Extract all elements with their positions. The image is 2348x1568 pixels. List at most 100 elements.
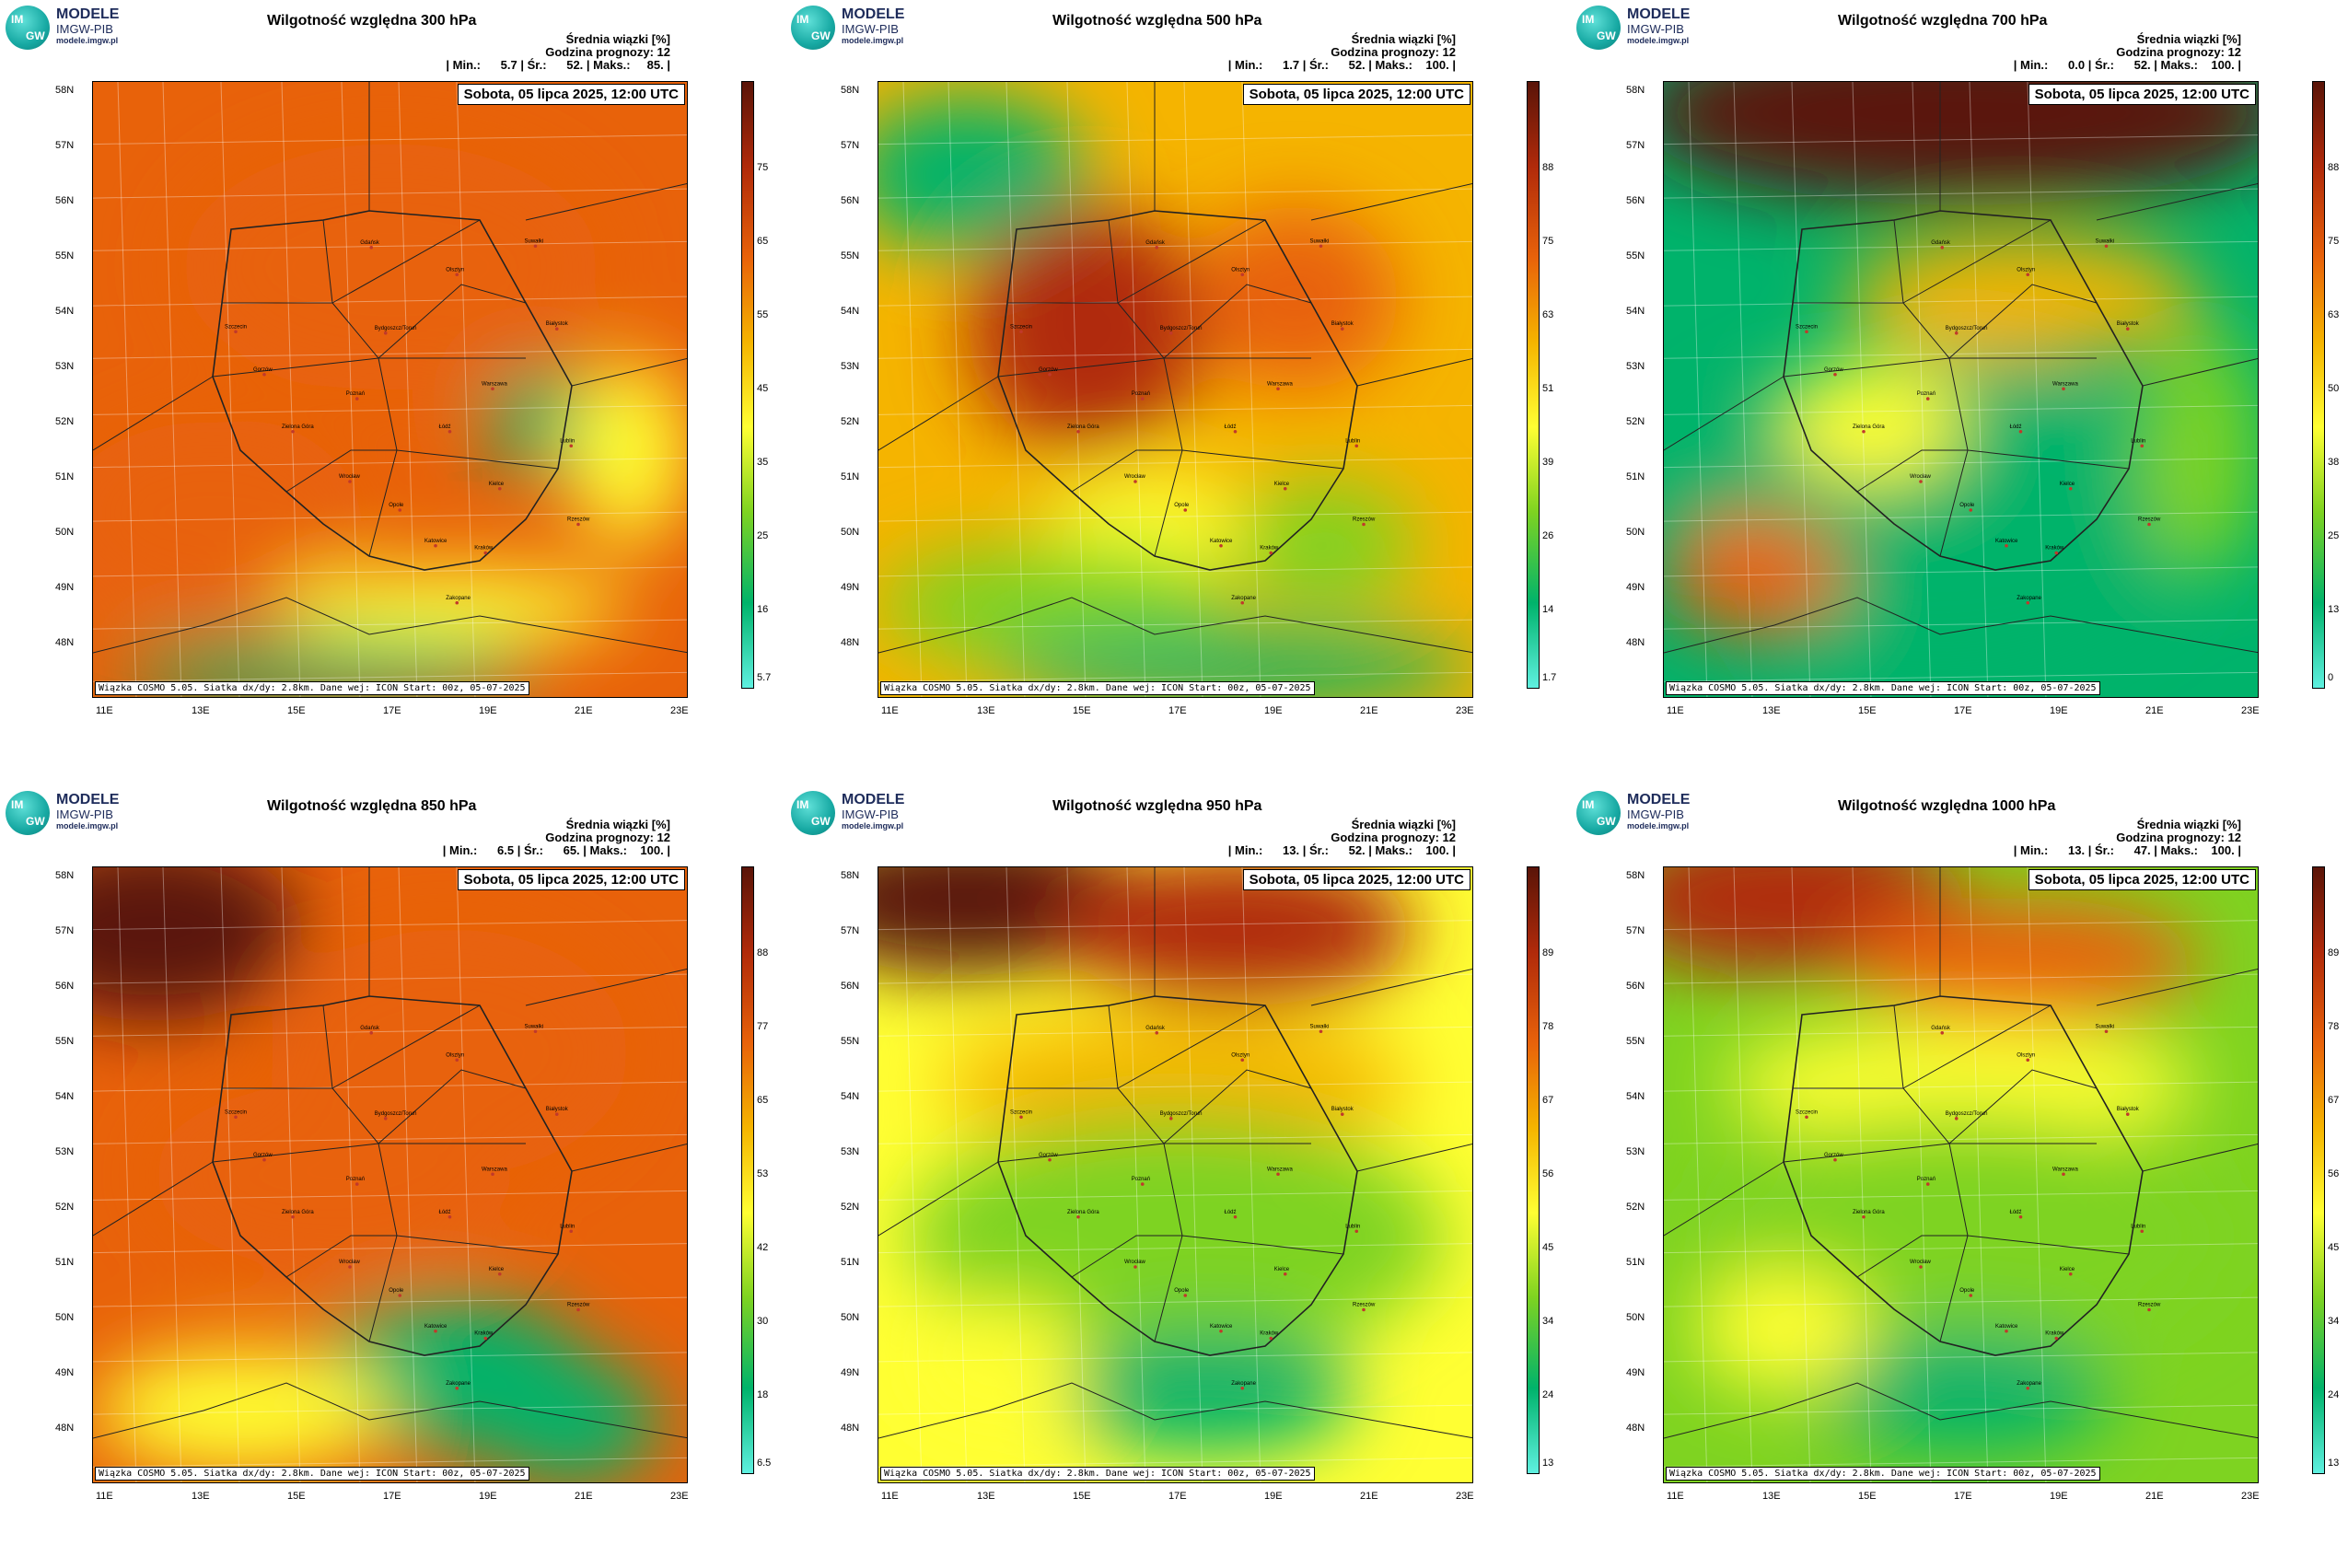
graticule-line	[93, 404, 687, 415]
longitude-label: 23E	[670, 1491, 689, 1502]
model-info: Wiązka COSMO 5.05. Siatka dx/dy: 2.8km. …	[880, 1467, 1315, 1481]
imgw-logo: IM GW MODELE IMGW-PIB modele.imgw.pl	[6, 6, 144, 52]
poland-border	[997, 995, 1358, 1356]
panel-title: Wilgotność względna 700 hPa	[1838, 13, 2048, 29]
city-marker	[2018, 1214, 2023, 1219]
city-marker	[1168, 331, 1173, 335]
city-label: Białystok	[1331, 1107, 1354, 1112]
graticule-line	[456, 867, 476, 1482]
forecast-date: Sobota, 05 lipca 2025, 12:00 UTC	[457, 84, 685, 105]
neighbour-borders	[93, 82, 687, 654]
map-area: Gdańsk Olsztyn Suwałki Szczecin Bydgoszcz/To…	[878, 866, 1473, 1483]
city-marker	[1240, 1058, 1245, 1063]
city-marker	[533, 244, 538, 249]
city-marker	[1076, 429, 1080, 434]
latitude-label: 53N	[55, 361, 75, 372]
logo-globe-icon: IM GW	[6, 791, 50, 835]
graticule-line	[2027, 867, 2047, 1482]
colorbar-tick: 75	[2328, 236, 2340, 247]
city-label: Zakopane	[1231, 596, 1256, 601]
city-marker	[1155, 1031, 1159, 1035]
city-marker	[2104, 244, 2109, 249]
longitude-label: 21E	[575, 705, 593, 716]
colorbar-tick: 1.7	[1542, 672, 1557, 683]
city-label: Wrocław	[339, 474, 361, 480]
rh-field: Gdańsk Olsztyn Suwałki Szczecin Bydgoszcz/To…	[1664, 867, 2258, 1482]
graticule-line	[398, 82, 418, 697]
colorbar	[2312, 866, 2325, 1474]
city-label: Zakopane	[2017, 1381, 2041, 1387]
city-label: Zielona Góra	[282, 1210, 314, 1215]
colorbar-tick: 26	[1542, 530, 1554, 541]
city-marker	[1354, 1229, 1359, 1234]
city-marker	[234, 1115, 238, 1120]
city-marker	[1283, 486, 1287, 491]
city-marker	[2125, 1112, 2130, 1116]
city-label: Kielce	[489, 1267, 505, 1272]
longitude-label: 15E	[1858, 1491, 1877, 1502]
forecast-date: Sobota, 05 lipca 2025, 12:00 UTC	[2028, 84, 2256, 105]
colorbar-tick: 25	[757, 530, 769, 541]
city-label: Lublin	[1345, 1224, 1360, 1229]
latitude-label: 48N	[55, 1423, 75, 1434]
graticule-line	[902, 867, 923, 1482]
graticule-line	[1664, 404, 2258, 415]
city-marker	[1319, 244, 1323, 249]
longitude-label: 23E	[2241, 705, 2260, 716]
city-label: Opole	[1959, 503, 1975, 508]
city-marker	[576, 1307, 580, 1312]
graticule-line	[1664, 1457, 2258, 1468]
colorbar-tick: 67	[1542, 1095, 1554, 1106]
city-marker	[262, 372, 266, 377]
colorbar-tick: 75	[1542, 236, 1554, 247]
graticule-line	[117, 867, 137, 1482]
colorbar-tick: 45	[757, 383, 769, 394]
colorbar-tick: 88	[1542, 162, 1554, 173]
header-mean: Średnia wiązki [%]	[1351, 818, 1456, 831]
graticule-line	[878, 240, 1472, 251]
city-label: Katowice	[1210, 539, 1233, 544]
city-marker	[1183, 508, 1188, 512]
city-marker	[569, 444, 574, 448]
colorbar-tick: 63	[2328, 309, 2340, 320]
city-marker	[1354, 444, 1359, 448]
logo-globe-icon: IM GW	[791, 6, 835, 50]
colorbar-tick: 39	[1542, 457, 1554, 468]
graticule-line	[878, 1026, 1472, 1037]
longitude-label: 19E	[2050, 705, 2068, 716]
graticule-line	[1664, 458, 2258, 469]
logo-mark-bottom: GW	[811, 29, 831, 42]
latitude-label: 53N	[55, 1146, 75, 1157]
latitude-label: 57N	[1626, 140, 1645, 151]
voivodeship-borders	[997, 219, 1344, 557]
header-forecast-hour: Godzina prognozy: 12	[2116, 45, 2241, 59]
colorbar	[1527, 81, 1540, 689]
latitude-label: 55N	[1626, 1036, 1645, 1047]
city-marker	[291, 429, 295, 434]
city-marker	[262, 1157, 266, 1162]
city-marker	[448, 429, 452, 434]
colorbar-tick: 65	[757, 1095, 769, 1106]
latitude-label: 54N	[841, 1091, 860, 1102]
latitude-label: 51N	[841, 471, 860, 482]
city-marker	[1076, 1214, 1080, 1219]
graticule-line	[1183, 867, 1203, 1482]
logo-url: modele.imgw.pl	[56, 36, 119, 45]
graticule-line	[93, 511, 687, 522]
logo-mark-bottom: GW	[1597, 29, 1616, 42]
latitude-label: 49N	[841, 582, 860, 593]
graticule-line	[1066, 867, 1087, 1482]
latitude-label: 49N	[55, 1367, 75, 1378]
longitude-label: 13E	[1762, 705, 1781, 716]
city-label: Bydgoszcz/Toruń	[375, 326, 417, 331]
city-marker	[1233, 429, 1238, 434]
latitude-label: 50N	[1626, 1312, 1645, 1323]
latitude-label: 57N	[55, 925, 75, 936]
rh-region	[937, 1021, 1415, 1145]
city-label: Warszawa	[2052, 1167, 2078, 1172]
city-label: Zakopane	[2017, 596, 2041, 601]
header-forecast-hour: Godzina prognozy: 12	[1331, 830, 1456, 844]
model-info: Wiązka COSMO 5.05. Siatka dx/dy: 2.8km. …	[95, 1467, 529, 1481]
graticule-line	[1969, 867, 1989, 1482]
logo-url: modele.imgw.pl	[1627, 821, 1690, 830]
